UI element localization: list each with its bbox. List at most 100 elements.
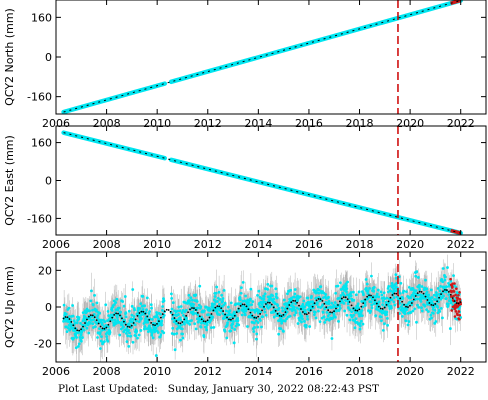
data-point [65, 330, 69, 333]
data-point [354, 293, 358, 297]
data-point [281, 306, 284, 310]
data-point [314, 291, 318, 294]
data-point [429, 288, 433, 292]
data-point [401, 297, 405, 300]
data-point [71, 304, 74, 307]
data-point [339, 281, 342, 285]
data-point [387, 285, 391, 288]
data-point [221, 299, 224, 303]
data-point [178, 309, 182, 313]
data-point [430, 299, 434, 303]
x-tick-label: 2016 [295, 117, 323, 130]
average-point [235, 311, 238, 314]
data-point [170, 332, 174, 335]
data-point [434, 291, 438, 294]
data-point [74, 346, 78, 350]
data-point [118, 333, 122, 337]
data-point [415, 297, 419, 301]
data-point [196, 313, 200, 317]
data-point [386, 323, 389, 327]
average-point [344, 296, 347, 299]
y-tick-label: 0 [45, 175, 52, 188]
data-point [124, 311, 128, 315]
x-tick-label: 2022 [447, 117, 475, 130]
average-point [210, 313, 213, 315]
data-point [276, 314, 280, 318]
x-tick-label: 2022 [447, 365, 475, 378]
data-point [448, 299, 452, 302]
data-point [259, 310, 263, 314]
average-point [315, 299, 318, 302]
data-point [176, 309, 179, 313]
data-point [334, 291, 338, 295]
data-point [346, 302, 350, 306]
data-point [217, 302, 221, 306]
recent-point [458, 291, 461, 294]
data-point [441, 267, 445, 270]
data-point [155, 311, 158, 314]
recent-point [455, 299, 459, 302]
data-point [292, 306, 296, 309]
data-point [256, 321, 260, 324]
average-point [325, 306, 328, 309]
data-point [298, 295, 302, 299]
data-point [218, 313, 222, 317]
y-tick-label: -160 [27, 212, 52, 225]
data-point [374, 314, 378, 318]
data-point [90, 289, 93, 293]
average-point [245, 305, 248, 308]
position-band [168, 0, 463, 85]
daily-positions [61, 0, 463, 114]
average-point [68, 318, 71, 320]
data-point [405, 308, 409, 312]
average-point [401, 300, 404, 303]
data-point [421, 294, 425, 298]
recent-point [457, 310, 461, 313]
y-tick-label: -160 [27, 91, 52, 104]
average-point [87, 315, 90, 318]
average-point [442, 290, 444, 293]
data-point [113, 318, 117, 322]
average-point [196, 311, 199, 314]
position-band [61, 130, 168, 161]
recent-point [450, 309, 454, 312]
recent-point [452, 290, 456, 293]
data-point [160, 319, 164, 323]
plot-frame [55, 125, 487, 236]
average-point [305, 313, 308, 316]
y-tick-label: 160 [31, 137, 52, 150]
data-point [442, 294, 445, 298]
average-point [231, 317, 234, 320]
data-point [274, 292, 278, 296]
data-point [80, 336, 84, 339]
average-point [101, 327, 104, 330]
recent-positions [449, 277, 463, 321]
data-point [75, 321, 79, 325]
data-point [443, 275, 447, 279]
data-point [239, 291, 243, 295]
average-point [372, 296, 374, 299]
data-point [296, 322, 300, 325]
average-point [342, 296, 345, 299]
average-point [354, 309, 357, 312]
data-point [256, 294, 259, 297]
data-point [177, 305, 181, 309]
average-point [280, 315, 283, 318]
data-point [185, 319, 189, 323]
data-point [254, 319, 258, 323]
data-point [194, 293, 198, 297]
data-point [398, 291, 402, 295]
data-point [407, 285, 411, 289]
data-point [162, 331, 166, 335]
data-point [413, 307, 417, 311]
average-point [391, 294, 394, 296]
average-point [107, 323, 110, 326]
average-point [459, 301, 462, 304]
data-point [95, 308, 98, 312]
data-point [352, 290, 355, 294]
data-point [225, 336, 229, 340]
x-tick-label: 2014 [244, 238, 272, 251]
y-tick-label: 0 [45, 301, 52, 314]
average-point [134, 318, 137, 321]
position-band [168, 157, 463, 235]
